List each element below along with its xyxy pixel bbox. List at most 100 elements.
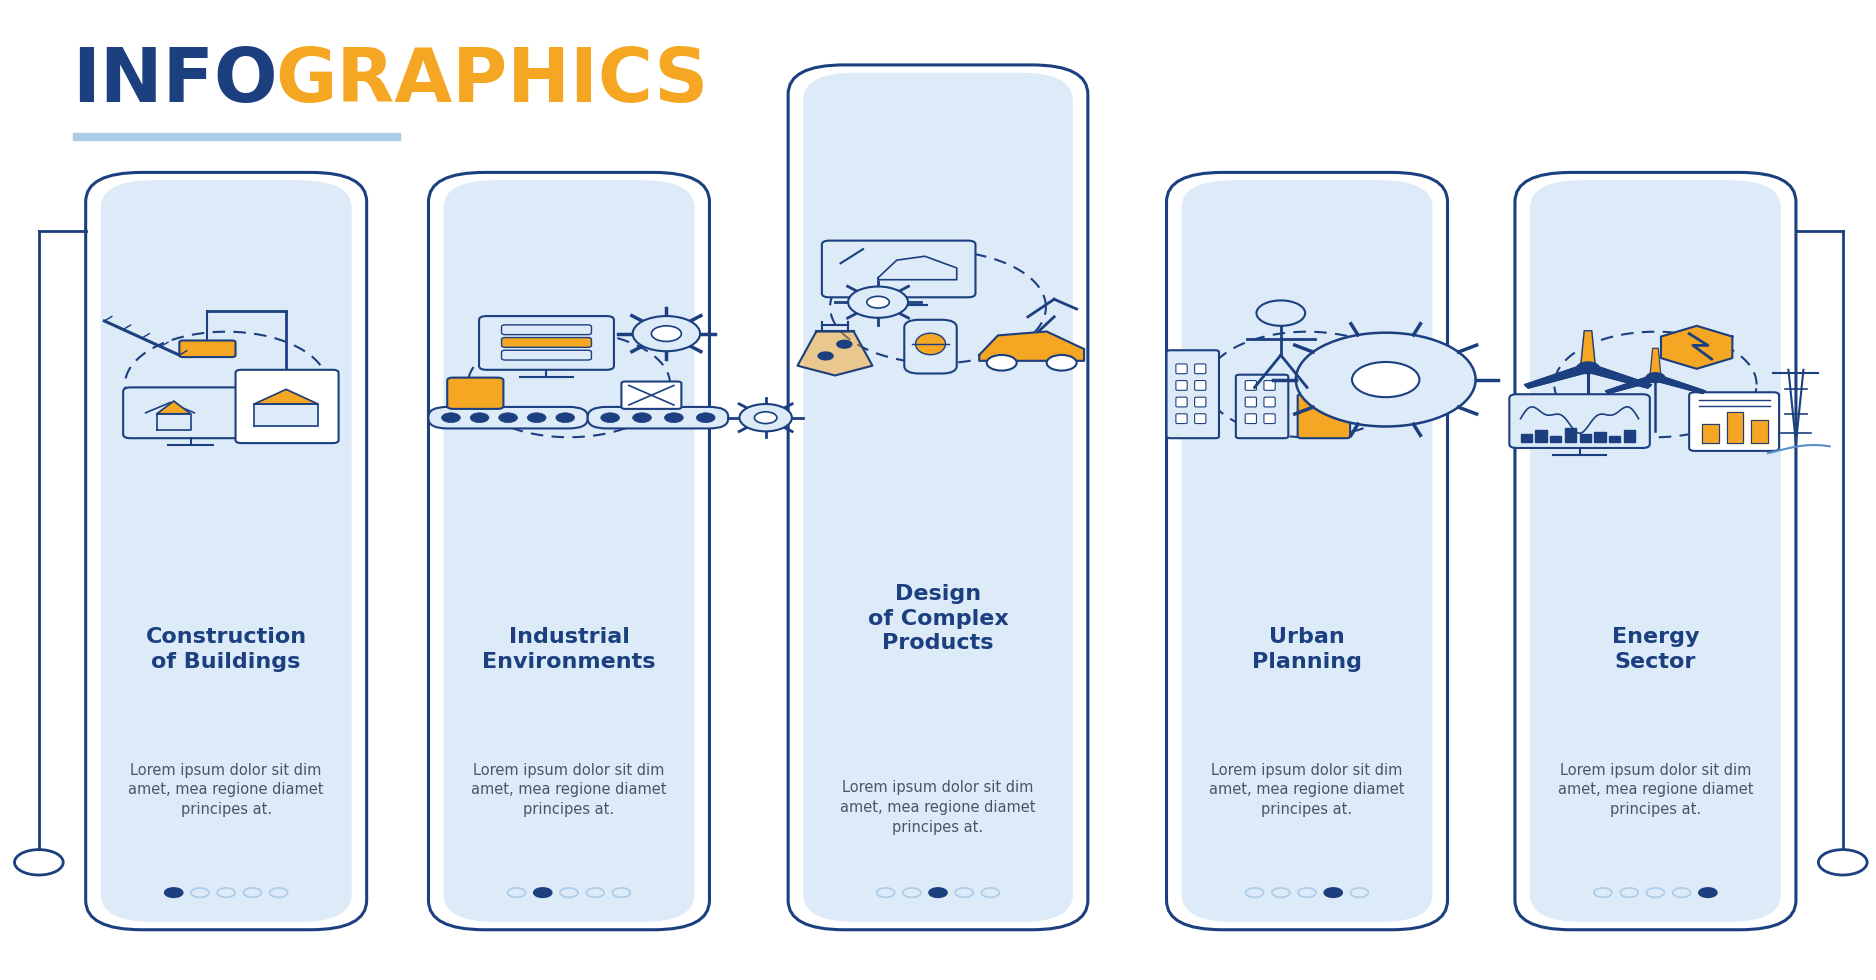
Circle shape	[471, 413, 490, 422]
FancyBboxPatch shape	[180, 340, 236, 357]
FancyBboxPatch shape	[236, 369, 338, 443]
FancyBboxPatch shape	[101, 180, 351, 922]
Polygon shape	[1521, 434, 1533, 442]
FancyBboxPatch shape	[1176, 364, 1188, 373]
FancyBboxPatch shape	[501, 324, 591, 334]
Circle shape	[165, 888, 182, 898]
Text: Lorem ipsum dolor sit dim
amet, mea regione diamet
principes at.: Lorem ipsum dolor sit dim amet, mea regi…	[1210, 762, 1405, 817]
FancyBboxPatch shape	[587, 407, 728, 428]
FancyBboxPatch shape	[501, 337, 591, 347]
Ellipse shape	[915, 333, 946, 355]
Polygon shape	[1653, 375, 1705, 394]
FancyBboxPatch shape	[1264, 380, 1276, 390]
Polygon shape	[255, 389, 317, 404]
Polygon shape	[1726, 412, 1743, 443]
Text: INFO: INFO	[73, 45, 278, 119]
Circle shape	[739, 404, 792, 431]
Circle shape	[441, 413, 460, 422]
Polygon shape	[1660, 325, 1732, 368]
FancyBboxPatch shape	[1176, 380, 1188, 390]
Text: Design
of Complex
Products: Design of Complex Products	[867, 584, 1009, 654]
FancyBboxPatch shape	[1167, 350, 1219, 438]
FancyBboxPatch shape	[621, 381, 681, 409]
Circle shape	[987, 355, 1017, 370]
Circle shape	[1296, 332, 1476, 426]
Circle shape	[600, 413, 619, 422]
Polygon shape	[1750, 419, 1767, 443]
FancyBboxPatch shape	[1510, 394, 1649, 448]
Circle shape	[632, 317, 700, 351]
Text: Lorem ipsum dolor sit dim
amet, mea regione diamet
principes at.: Lorem ipsum dolor sit dim amet, mea regi…	[840, 780, 1036, 835]
FancyBboxPatch shape	[1246, 397, 1257, 407]
Polygon shape	[1702, 423, 1718, 443]
FancyBboxPatch shape	[1195, 397, 1206, 407]
FancyBboxPatch shape	[1246, 380, 1257, 390]
Polygon shape	[878, 256, 957, 279]
Text: Urban
Planning: Urban Planning	[1251, 627, 1362, 671]
FancyBboxPatch shape	[1246, 414, 1257, 423]
Text: Lorem ipsum dolor sit dim
amet, mea regione diamet
principes at.: Lorem ipsum dolor sit dim amet, mea regi…	[471, 762, 666, 817]
Polygon shape	[1580, 330, 1595, 368]
Circle shape	[555, 413, 574, 422]
Text: Lorem ipsum dolor sit dim
amet, mea regione diamet
principes at.: Lorem ipsum dolor sit dim amet, mea regi…	[1557, 762, 1754, 817]
Circle shape	[499, 413, 518, 422]
Circle shape	[867, 296, 889, 308]
Text: Energy
Sector: Energy Sector	[1611, 627, 1700, 671]
Circle shape	[1047, 355, 1077, 370]
Circle shape	[1576, 362, 1598, 373]
FancyBboxPatch shape	[1176, 414, 1188, 423]
Polygon shape	[255, 404, 317, 425]
Circle shape	[754, 412, 777, 423]
Circle shape	[1324, 888, 1341, 898]
Polygon shape	[158, 401, 191, 414]
FancyBboxPatch shape	[1195, 364, 1206, 373]
FancyBboxPatch shape	[1264, 397, 1276, 407]
Circle shape	[15, 850, 64, 875]
Text: GRAPHICS: GRAPHICS	[276, 45, 707, 119]
Polygon shape	[797, 331, 872, 375]
Polygon shape	[1610, 436, 1621, 442]
FancyBboxPatch shape	[1182, 180, 1433, 922]
Polygon shape	[1580, 434, 1591, 442]
Text: Lorem ipsum dolor sit dim
amet, mea regione diamet
principes at.: Lorem ipsum dolor sit dim amet, mea regi…	[128, 762, 325, 817]
FancyBboxPatch shape	[501, 350, 591, 360]
FancyBboxPatch shape	[1531, 180, 1780, 922]
FancyBboxPatch shape	[904, 319, 957, 373]
FancyBboxPatch shape	[446, 377, 503, 409]
Polygon shape	[1583, 365, 1651, 388]
FancyBboxPatch shape	[478, 317, 613, 369]
Circle shape	[535, 888, 552, 898]
Circle shape	[1700, 888, 1717, 898]
Polygon shape	[1606, 375, 1658, 394]
FancyBboxPatch shape	[1688, 392, 1778, 451]
Circle shape	[1818, 850, 1867, 875]
Polygon shape	[1525, 365, 1591, 388]
FancyArrow shape	[73, 133, 400, 140]
FancyBboxPatch shape	[1236, 374, 1289, 438]
FancyBboxPatch shape	[1195, 414, 1206, 423]
Circle shape	[837, 340, 852, 348]
Text: Industrial
Environments: Industrial Environments	[482, 627, 657, 671]
Polygon shape	[979, 331, 1084, 361]
Circle shape	[664, 413, 683, 422]
Text: Construction
of Buildings: Construction of Buildings	[146, 627, 308, 671]
FancyBboxPatch shape	[1176, 397, 1188, 407]
FancyBboxPatch shape	[1298, 394, 1351, 438]
Circle shape	[651, 325, 681, 341]
FancyBboxPatch shape	[803, 73, 1073, 922]
Polygon shape	[1550, 436, 1561, 442]
Polygon shape	[158, 414, 191, 430]
Circle shape	[929, 888, 947, 898]
FancyBboxPatch shape	[1195, 380, 1206, 390]
FancyBboxPatch shape	[1264, 414, 1276, 423]
Circle shape	[1257, 301, 1306, 325]
Circle shape	[1353, 362, 1420, 397]
Polygon shape	[1649, 348, 1660, 377]
Circle shape	[696, 413, 715, 422]
Circle shape	[632, 413, 651, 422]
Circle shape	[818, 352, 833, 360]
Polygon shape	[1625, 430, 1636, 442]
FancyBboxPatch shape	[443, 180, 694, 922]
Circle shape	[1645, 372, 1664, 382]
Polygon shape	[1535, 430, 1546, 442]
